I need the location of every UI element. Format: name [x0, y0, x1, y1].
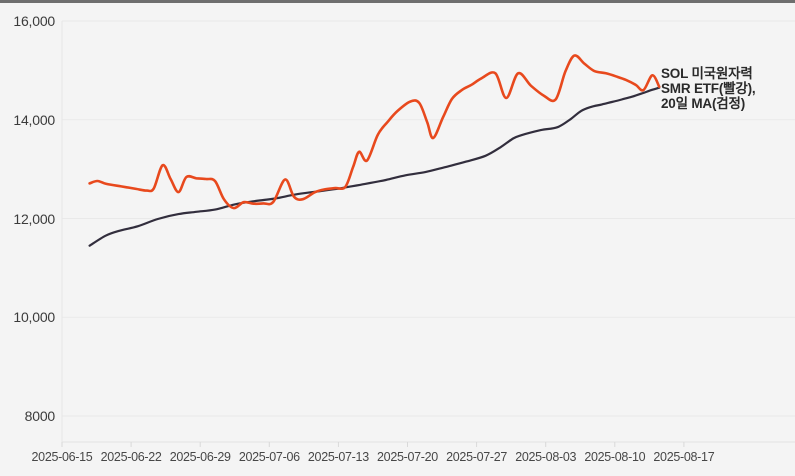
x-tick-label: 2025-06-29 [169, 450, 231, 464]
series-line-ma20 [88, 86, 661, 247]
window-top-edge [0, 0, 795, 3]
y-tick-label: 10,000 [13, 309, 55, 326]
x-tick-label: 2025-07-20 [377, 450, 438, 464]
x-tick-label: 2025-08-17 [653, 450, 715, 464]
y-tick-label: 8000 [24, 408, 56, 424]
x-tick-label: 2025-08-03 [515, 450, 577, 464]
legend-line-1: SOL 미국원자력 [661, 66, 753, 81]
y-tick-label: 14,000 [13, 111, 55, 128]
x-tick-label: 2025-06-15 [31, 450, 93, 464]
x-tick-label: 2025-08-10 [584, 450, 646, 464]
y-tick-label: 16,000 [13, 13, 55, 29]
legend-line-3: 20일 MA(검정) [661, 96, 746, 111]
y-tick-label: 12,000 [13, 210, 55, 227]
x-tick-label: 2025-07-13 [307, 450, 369, 464]
x-tick-label: 2025-07-06 [238, 450, 300, 464]
series-line-etf [88, 54, 661, 210]
legend-line-2: SMR ETF(빨강), [661, 81, 756, 96]
x-tick-label: 2025-07-27 [446, 450, 508, 464]
x-tick-label: 2025-06-22 [100, 450, 162, 464]
chart-legend: SOL 미국원자력 SMR ETF(빨강), 20일 MA(검정) [661, 66, 756, 111]
